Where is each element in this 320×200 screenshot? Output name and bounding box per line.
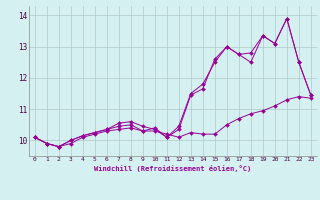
X-axis label: Windchill (Refroidissement éolien,°C): Windchill (Refroidissement éolien,°C) <box>94 165 252 172</box>
